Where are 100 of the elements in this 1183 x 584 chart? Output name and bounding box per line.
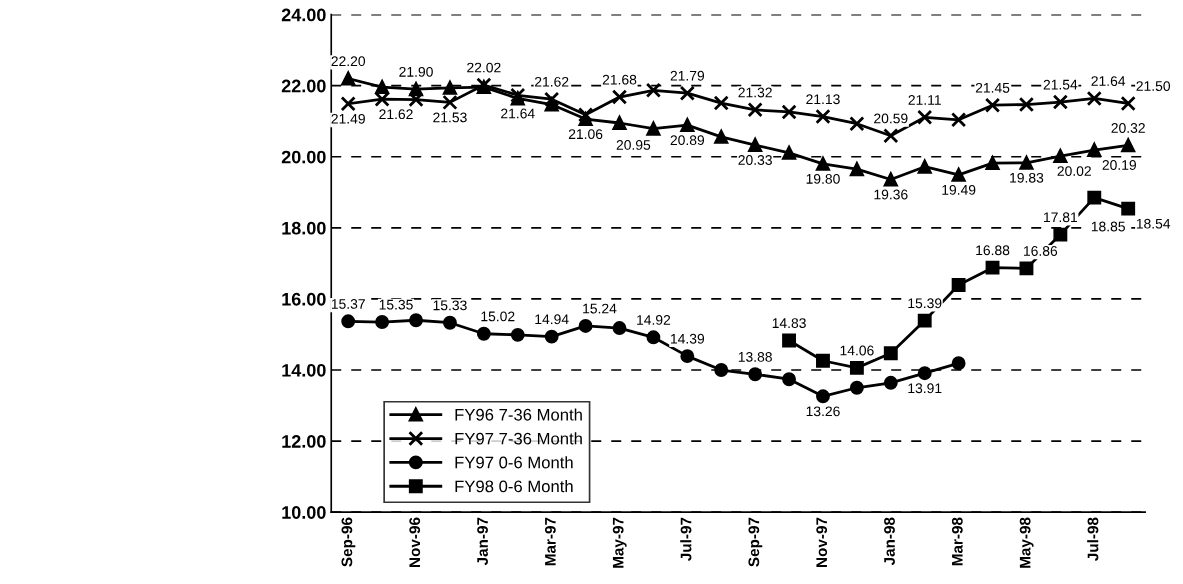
point — [1121, 138, 1136, 153]
data-label: 20.95 — [616, 140, 651, 150]
point — [781, 104, 797, 120]
data-label: 21.62 — [379, 109, 413, 120]
point — [849, 360, 864, 375]
data-label: 21.90 — [399, 66, 433, 77]
point — [713, 95, 729, 111]
point — [476, 326, 491, 341]
point — [849, 162, 864, 177]
y-tick-label: 18.00 — [282, 221, 326, 235]
x-tick-label: Nov-96 — [409, 517, 421, 567]
data-label: 21.62 — [534, 76, 569, 87]
point — [612, 321, 627, 336]
data-label: 21.64 — [501, 108, 535, 119]
point — [510, 327, 525, 342]
x-tick-label: Mar-97 — [544, 517, 556, 566]
data-label: 21.32 — [738, 87, 772, 98]
data-label: 21.50 — [1136, 81, 1171, 91]
point — [544, 91, 560, 107]
y-tick-label: 24.00 — [281, 8, 326, 22]
point — [917, 313, 932, 328]
point — [1087, 190, 1102, 205]
point — [442, 94, 458, 111]
data-label: 22.20 — [331, 56, 366, 67]
point — [341, 71, 356, 86]
point — [714, 129, 729, 144]
point — [985, 260, 1000, 275]
x-tick-label: Jul-97 — [680, 517, 692, 561]
data-label: 21.11 — [908, 95, 941, 105]
data-label: 17.81 — [1044, 212, 1078, 223]
point — [1121, 201, 1136, 216]
point — [782, 333, 797, 348]
point — [951, 167, 966, 182]
point — [645, 82, 662, 98]
data-label: 16.86 — [1024, 246, 1058, 256]
point — [1086, 90, 1102, 107]
data-label: 19.80 — [806, 173, 840, 184]
legend-label: FY96 7-36 Month — [455, 408, 582, 421]
y-tick-label: 20.00 — [281, 150, 326, 164]
point — [408, 91, 424, 108]
point — [883, 375, 898, 390]
point — [341, 314, 356, 329]
point — [611, 89, 628, 105]
point — [409, 313, 423, 328]
data-label: 19.36 — [874, 189, 908, 200]
data-label: 14.94 — [535, 314, 569, 325]
legend-label: FY98 0-6 Month — [455, 480, 573, 493]
point — [747, 102, 763, 118]
x-tick-label: Sep-97 — [748, 517, 763, 567]
point — [985, 156, 1000, 171]
point — [816, 389, 830, 404]
point — [442, 315, 457, 330]
point — [849, 116, 865, 132]
data-label: 15.39 — [908, 298, 942, 309]
point — [375, 315, 390, 329]
point — [748, 367, 763, 382]
data-label: 21.45 — [975, 82, 1010, 93]
data-label: 15.33 — [433, 300, 467, 311]
point — [1019, 155, 1034, 170]
point — [612, 116, 627, 130]
data-label: 14.83 — [772, 318, 806, 329]
x-tick-label: Jan-98 — [884, 517, 895, 566]
point — [578, 318, 593, 333]
data-label: 21.79 — [670, 70, 705, 81]
data-label: 18.54 — [1136, 218, 1171, 229]
legend-label: FY97 0-6 Month — [455, 456, 573, 469]
y-tick-label: 14.00 — [282, 363, 326, 377]
data-label: 22.02 — [467, 62, 501, 73]
point — [646, 330, 661, 345]
y-tick-label: 10.00 — [282, 506, 326, 519]
data-label: 13.88 — [738, 351, 772, 362]
x-tick-label: Jul-98 — [1087, 517, 1099, 561]
point — [816, 156, 830, 171]
point — [883, 346, 898, 361]
point — [646, 121, 661, 136]
point — [1053, 227, 1068, 242]
point — [1019, 261, 1034, 276]
point — [1052, 94, 1068, 110]
point — [680, 118, 695, 133]
data-label: 15.24 — [583, 303, 617, 314]
point — [544, 329, 559, 344]
data-label: 20.32 — [1111, 123, 1145, 133]
data-label: 21.64 — [1091, 76, 1126, 87]
data-label: 20.19 — [1102, 160, 1136, 170]
data-label: 21.68 — [602, 74, 637, 85]
x-tick-label: Sep-96 — [341, 517, 356, 567]
data-label: 19.83 — [1010, 172, 1044, 183]
point — [1053, 149, 1068, 163]
point — [748, 138, 763, 152]
point — [577, 107, 594, 123]
data-label: 13.91 — [908, 383, 942, 394]
data-label: 21.49 — [331, 113, 365, 124]
point — [1120, 95, 1136, 112]
data-label: 21.13 — [806, 94, 840, 105]
point — [1018, 96, 1035, 113]
point — [883, 128, 899, 144]
point — [782, 145, 797, 160]
point — [950, 112, 967, 128]
point — [883, 172, 898, 187]
x-tick-label: Mar-98 — [951, 517, 963, 566]
